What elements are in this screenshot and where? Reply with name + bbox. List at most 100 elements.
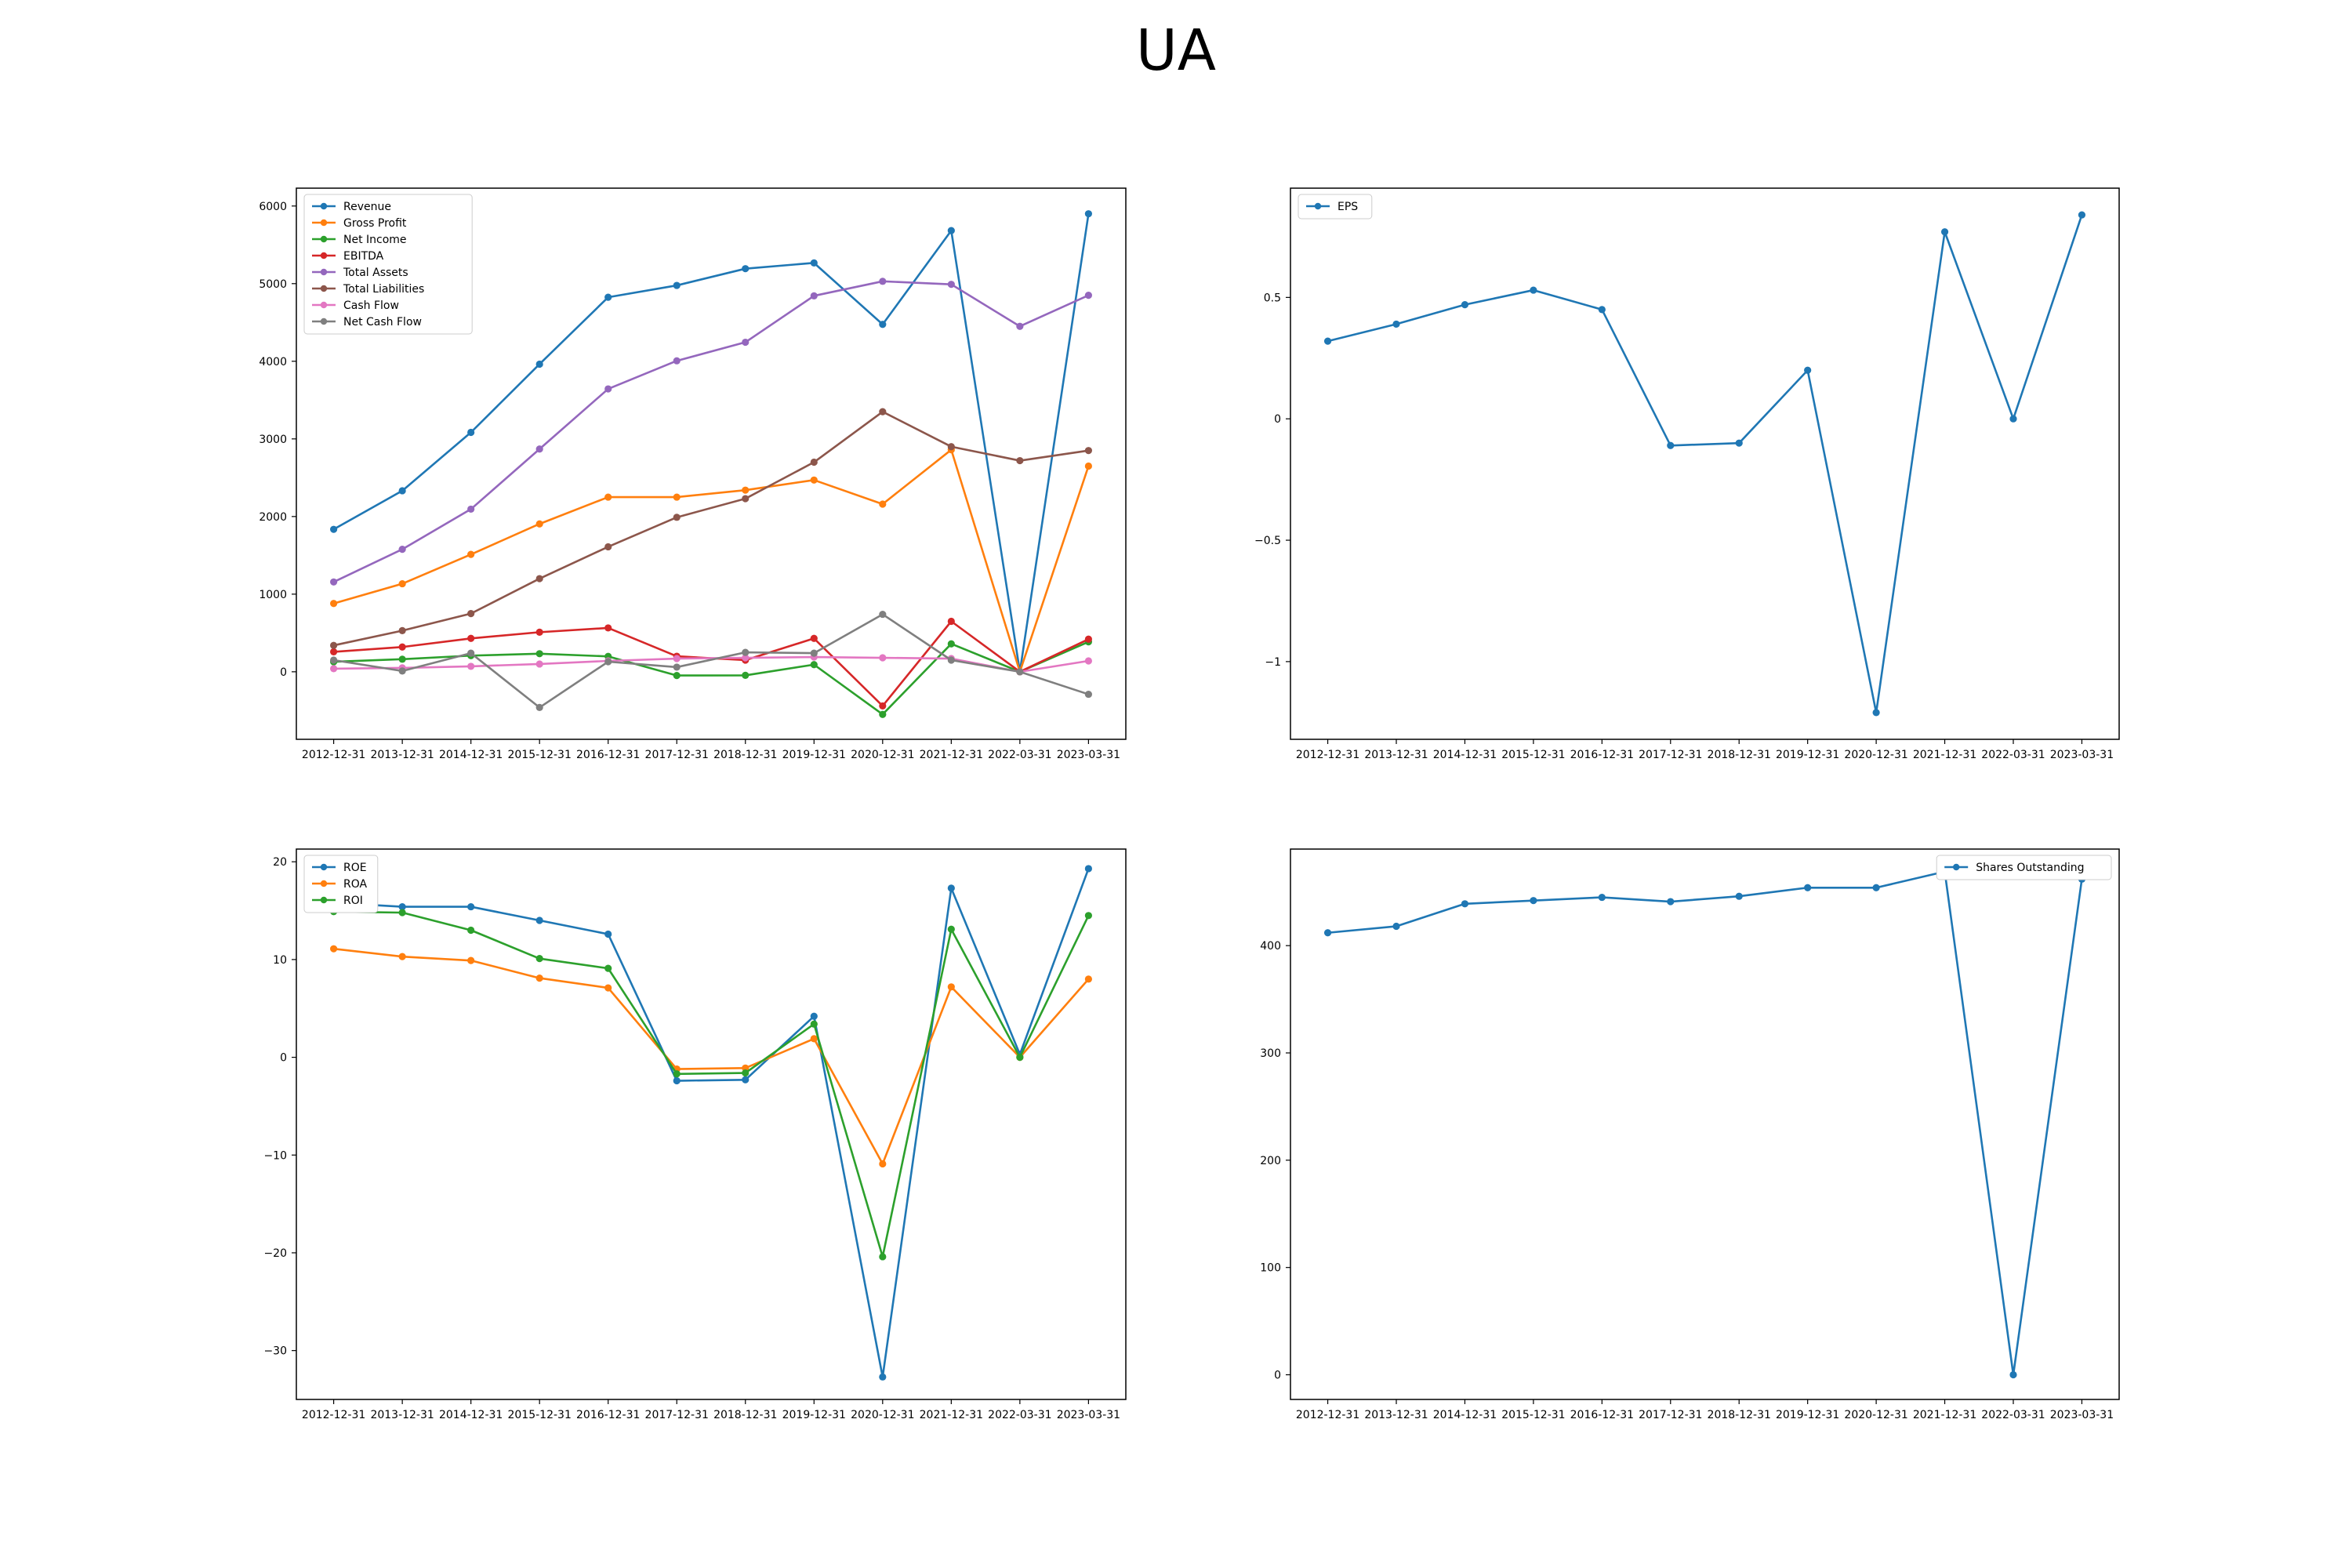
y-tick-label: 6000 — [259, 201, 287, 213]
data-point — [1084, 865, 1092, 873]
data-point — [810, 1012, 818, 1020]
data-point — [742, 654, 750, 662]
x-tick-label: 2017-12-31 — [645, 1409, 709, 1421]
plot-frame — [296, 187, 1127, 740]
data-point — [947, 983, 955, 991]
data-point — [742, 495, 750, 503]
data-point — [467, 649, 475, 657]
data-point — [1530, 286, 1537, 294]
data-point — [1940, 228, 1949, 236]
chart-1: 2012-12-31 2013-12-31 2014-12-31 2015-12-31… — [259, 187, 1127, 761]
x-tick-label: 2019-12-31 — [1776, 1409, 1839, 1421]
data-point — [330, 641, 338, 649]
x-tick-label: 2012-12-31 — [302, 1409, 365, 1421]
data-point — [535, 520, 543, 528]
chart-3: 2012-12-31 2013-12-31 2014-12-31 2015-12-31… — [263, 848, 1127, 1421]
y-tick-label: −10 — [263, 1149, 287, 1162]
x-tick-label: 2016-12-31 — [576, 749, 640, 761]
x-tick-label: 2017-12-31 — [645, 749, 709, 761]
series-line — [333, 655, 1089, 673]
data-point — [330, 525, 338, 533]
data-point — [673, 1070, 681, 1078]
data-point — [467, 634, 475, 642]
data-point — [604, 984, 612, 992]
data-point — [398, 487, 406, 495]
x-tick-label: 2018-12-31 — [1708, 1409, 1771, 1421]
data-point — [947, 884, 955, 892]
x-tick-label: 2021-12-31 — [1913, 749, 1976, 761]
data-point — [947, 281, 955, 289]
y-tick-label: 10 — [273, 954, 287, 967]
data-point — [1392, 320, 1400, 328]
data-point — [947, 656, 955, 664]
x-tick-label: 2014-12-31 — [1433, 1409, 1497, 1421]
x-tick-label: 2012-12-31 — [302, 749, 365, 761]
data-point — [467, 505, 475, 514]
data-point — [604, 964, 612, 972]
legend-label: EBITDA — [343, 250, 384, 263]
data-point — [535, 703, 543, 712]
y-tick-label: 400 — [1260, 940, 1281, 953]
data-point — [398, 953, 406, 960]
legend-label: Cash Flow — [343, 299, 399, 312]
data-point — [879, 654, 887, 662]
y-tick-label: 0.5 — [1264, 292, 1281, 304]
legend-box — [1298, 194, 1373, 220]
series-line — [1327, 214, 2083, 714]
series-line — [333, 448, 1090, 673]
figure-title: UA — [1136, 17, 1216, 83]
data-point — [810, 634, 818, 642]
data-point — [1084, 462, 1092, 470]
x-tick-label: 2015-12-31 — [507, 1409, 571, 1421]
data-point — [673, 672, 681, 680]
y-tick-label: 0 — [280, 666, 287, 679]
data-point — [398, 579, 406, 588]
y-tick-label: 20 — [273, 856, 287, 869]
data-point — [604, 658, 612, 666]
data-point — [742, 338, 750, 347]
series-line — [1327, 870, 2083, 1376]
data-point — [879, 1160, 887, 1168]
x-tick-label: 2016-12-31 — [1570, 749, 1634, 761]
data-point — [535, 916, 543, 924]
data-point — [879, 321, 887, 328]
y-tick-label: −20 — [263, 1247, 287, 1260]
legend-label: Total Assets — [343, 267, 408, 279]
data-point — [1016, 1053, 1024, 1062]
data-point — [810, 476, 818, 484]
data-point — [1598, 893, 1606, 902]
legend-marker — [320, 318, 328, 325]
chart-4: 2012-12-31 2013-12-31 2014-12-31 2015-12-31… — [1260, 848, 2120, 1421]
series-line — [332, 213, 1090, 673]
data-point — [1872, 709, 1880, 717]
data-point — [1667, 898, 1675, 906]
x-tick-label: 2014-12-31 — [1433, 749, 1497, 761]
data-point — [2078, 211, 2086, 219]
y-tick-label: −30 — [263, 1345, 287, 1358]
x-tick-label: 2023-03-31 — [2050, 1409, 2114, 1421]
x-tick-label: 2021-12-31 — [1913, 1409, 1976, 1421]
x-tick-label: 2022-03-31 — [1981, 749, 2045, 761]
data-point — [330, 665, 338, 673]
series-line — [333, 280, 1089, 583]
data-point — [330, 578, 338, 586]
x-tick-label: 2022-03-31 — [1981, 1409, 2045, 1421]
data-point — [1323, 337, 1332, 345]
data-point — [330, 600, 338, 608]
x-tick-label: 2020-12-31 — [1844, 749, 1907, 761]
data-point — [947, 227, 955, 234]
legend: ROE ROA ROI — [303, 855, 379, 913]
data-point — [1735, 892, 1743, 900]
x-tick-label: 2019-12-31 — [782, 1409, 846, 1421]
data-point — [1016, 456, 1024, 465]
data-point — [673, 1076, 681, 1085]
y-tick-label: 0 — [1274, 413, 1281, 426]
x-tick-label: 2013-12-31 — [370, 1409, 434, 1421]
data-point — [1323, 929, 1332, 937]
data-point — [1872, 884, 1880, 891]
legend-label: Revenue — [343, 201, 391, 213]
y-tick-label: −1 — [1265, 656, 1281, 669]
data-point — [742, 1069, 750, 1077]
legend-box — [1936, 855, 2112, 880]
data-point — [879, 1373, 887, 1381]
